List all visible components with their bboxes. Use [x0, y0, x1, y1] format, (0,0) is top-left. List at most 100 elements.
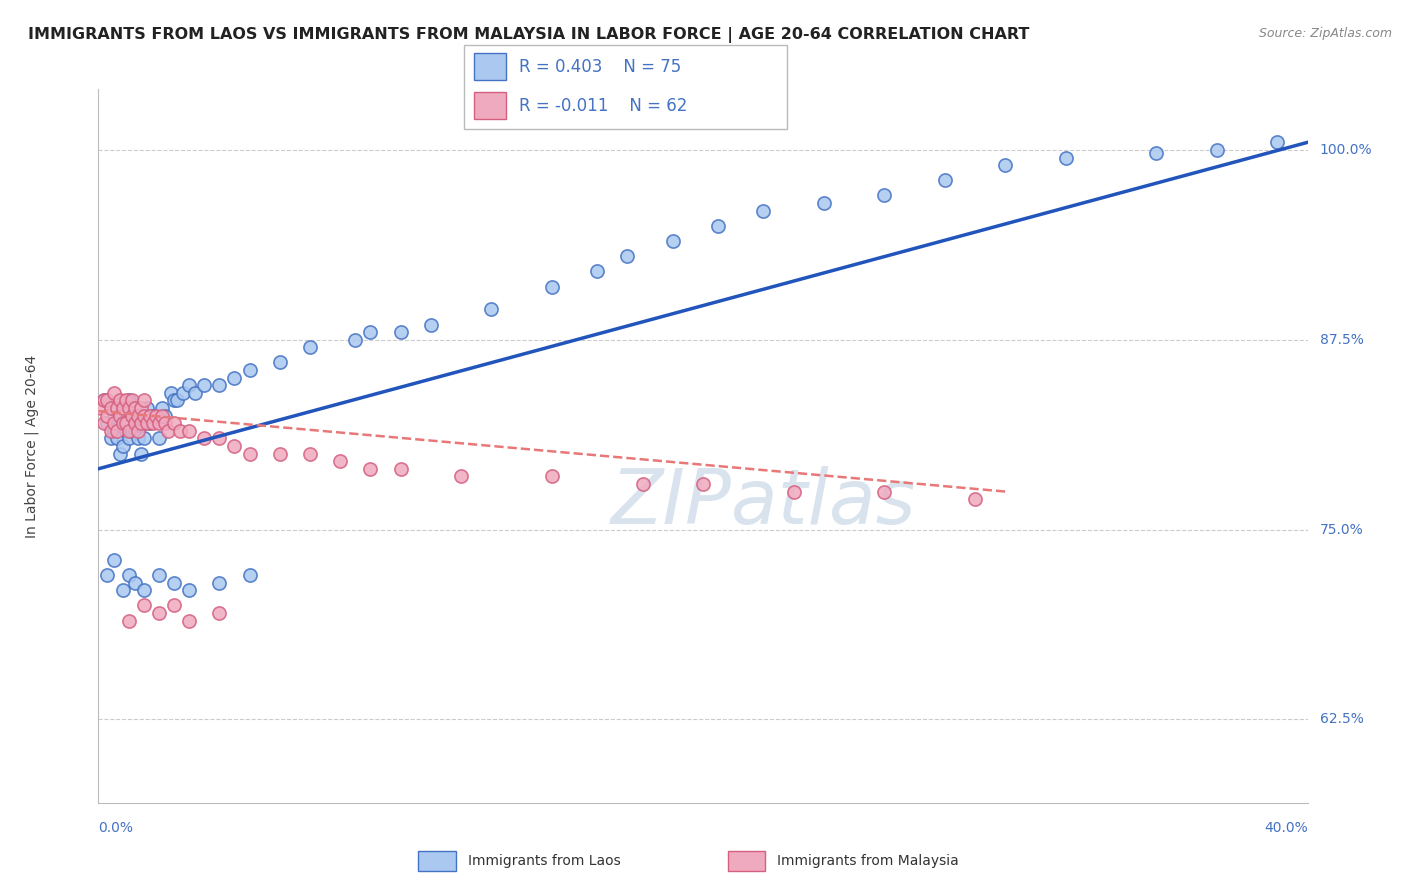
Text: 100.0%: 100.0% — [1320, 143, 1372, 157]
Point — [103, 424, 125, 438]
Point — [121, 409, 143, 423]
Point — [148, 416, 170, 430]
Point — [208, 606, 231, 620]
Point — [139, 409, 162, 423]
Point — [169, 424, 191, 438]
Point — [813, 196, 835, 211]
Point — [132, 416, 155, 430]
Text: Source: ZipAtlas.com: Source: ZipAtlas.com — [1258, 27, 1392, 40]
Point — [118, 568, 141, 582]
Point — [93, 393, 115, 408]
Point — [100, 431, 122, 445]
Text: Immigrants from Malaysia: Immigrants from Malaysia — [778, 855, 959, 868]
Point — [193, 378, 215, 392]
Point — [100, 401, 122, 415]
Point — [132, 599, 155, 613]
FancyBboxPatch shape — [474, 54, 506, 80]
Point — [127, 431, 149, 445]
Point — [269, 355, 291, 369]
Point — [239, 363, 262, 377]
Point — [124, 401, 146, 415]
Point — [177, 424, 201, 438]
Point — [124, 401, 146, 415]
Point — [172, 385, 194, 400]
Point — [184, 385, 207, 400]
Point — [118, 424, 141, 438]
Point — [111, 583, 134, 598]
Point — [177, 583, 201, 598]
Point — [707, 219, 730, 233]
Point — [127, 424, 149, 438]
Point — [239, 447, 262, 461]
Text: R = 0.403    N = 75: R = 0.403 N = 75 — [519, 58, 681, 76]
Point — [124, 575, 146, 590]
Point — [108, 409, 131, 423]
Point — [450, 469, 472, 483]
Point — [160, 385, 183, 400]
Text: 62.5%: 62.5% — [1320, 713, 1364, 726]
Point — [114, 401, 136, 415]
Point — [224, 370, 246, 384]
Point — [129, 416, 152, 430]
Point — [111, 439, 134, 453]
Point — [329, 454, 352, 468]
Point — [269, 447, 291, 461]
Point — [114, 424, 136, 438]
Point — [873, 188, 896, 202]
Point — [661, 234, 683, 248]
Point — [124, 416, 146, 430]
Point — [103, 553, 125, 567]
Text: ZIPatlas: ZIPatlas — [610, 467, 917, 540]
Point — [127, 416, 149, 430]
Point — [142, 409, 165, 423]
Point — [96, 568, 118, 582]
Text: 75.0%: 75.0% — [1320, 523, 1364, 536]
Point — [163, 416, 186, 430]
Point — [111, 401, 134, 415]
Point — [1054, 151, 1077, 165]
Point — [93, 393, 115, 408]
FancyBboxPatch shape — [419, 851, 456, 871]
Point — [631, 477, 654, 491]
FancyBboxPatch shape — [474, 92, 506, 120]
Point — [132, 431, 155, 445]
Point — [481, 302, 503, 317]
Point — [129, 409, 152, 423]
Point — [118, 416, 141, 430]
Point — [1206, 143, 1229, 157]
FancyBboxPatch shape — [464, 45, 787, 129]
Point — [299, 340, 322, 354]
Point — [692, 477, 714, 491]
Point — [132, 583, 155, 598]
Point — [145, 409, 167, 423]
Point — [142, 416, 165, 430]
Point — [96, 393, 118, 408]
Point — [360, 462, 382, 476]
Text: Immigrants from Laos: Immigrants from Laos — [468, 855, 620, 868]
Point — [118, 401, 141, 415]
Point — [93, 416, 115, 430]
Point — [129, 401, 152, 415]
Point — [111, 416, 134, 430]
Text: IMMIGRANTS FROM LAOS VS IMMIGRANTS FROM MALAYSIA IN LABOR FORCE | AGE 20-64 CORR: IMMIGRANTS FROM LAOS VS IMMIGRANTS FROM … — [28, 27, 1029, 43]
Point — [934, 173, 956, 187]
Point — [419, 318, 441, 332]
Point — [344, 333, 367, 347]
Point — [752, 203, 775, 218]
Point — [121, 424, 143, 438]
Text: 40.0%: 40.0% — [1264, 821, 1308, 835]
Point — [616, 249, 638, 263]
Point — [163, 599, 186, 613]
Point — [153, 409, 176, 423]
Point — [105, 401, 128, 415]
Point — [105, 431, 128, 445]
Point — [239, 568, 262, 582]
Point — [153, 416, 176, 430]
FancyBboxPatch shape — [728, 851, 765, 871]
Point — [100, 424, 122, 438]
Text: 0.0%: 0.0% — [98, 821, 134, 835]
Point — [105, 401, 128, 415]
Point — [994, 158, 1017, 172]
Point — [1144, 145, 1167, 160]
Point — [100, 401, 122, 415]
